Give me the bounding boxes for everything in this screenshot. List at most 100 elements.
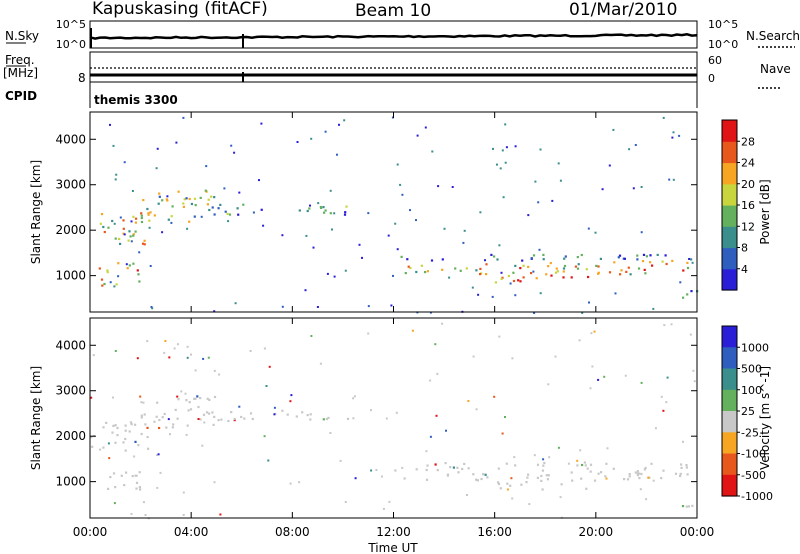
data-cell — [249, 412, 253, 415]
data-cell — [522, 276, 525, 279]
data-cell — [545, 474, 548, 477]
colorbar-tick-label: 1000 — [741, 341, 769, 354]
data-cell — [664, 254, 667, 257]
data-cell — [204, 189, 207, 192]
data-cell — [102, 225, 105, 229]
data-cell — [542, 253, 545, 256]
scatter-cell — [185, 433, 188, 436]
scatter-cell — [146, 340, 149, 343]
scatter-cell — [155, 167, 158, 170]
data-cell — [327, 416, 330, 419]
data-cell — [99, 222, 102, 225]
scatter-cell — [511, 357, 514, 360]
scatter-cell — [148, 226, 151, 229]
scatter-cell — [539, 292, 542, 295]
colorbar-swatch — [722, 389, 737, 412]
data-cell — [187, 409, 190, 412]
scatter-cell — [514, 145, 517, 148]
data-cell — [107, 226, 110, 229]
scatter-cell — [131, 190, 134, 192]
data-cell — [202, 413, 206, 416]
data-cell — [641, 260, 645, 263]
data-cell — [149, 211, 152, 214]
data-cell — [465, 267, 468, 270]
data-cell — [645, 255, 648, 258]
scatter-cell — [634, 144, 637, 146]
data-cell — [415, 468, 418, 471]
data-cell — [547, 265, 550, 268]
scatter-cell — [184, 392, 187, 395]
scatter-cell — [498, 244, 501, 247]
scatter-cell — [316, 306, 319, 308]
data-cell — [102, 446, 105, 449]
data-cell — [480, 477, 483, 481]
data-cell — [132, 215, 135, 218]
scatter-cell — [666, 376, 669, 379]
data-cell — [182, 205, 185, 208]
data-cell — [593, 479, 597, 482]
data-cell — [143, 413, 146, 416]
scatter-cell — [445, 429, 447, 432]
scatter-cell — [614, 292, 617, 295]
data-cell — [128, 430, 131, 433]
scatter-cell — [429, 311, 432, 314]
data-cell — [171, 205, 174, 208]
data-cell — [679, 474, 682, 478]
data-cell — [644, 466, 647, 470]
scatter-cell — [559, 496, 562, 499]
colorbar-tick-label: -25 — [741, 426, 759, 439]
scatter-cell — [156, 147, 159, 150]
data-cell — [134, 423, 137, 426]
data-cell — [520, 483, 523, 486]
power-ylabel: Slant Range [km] — [29, 160, 43, 264]
scatter-cell — [434, 343, 437, 346]
scatter-cell — [333, 212, 336, 215]
data-cell — [479, 267, 482, 270]
data-cell — [260, 208, 263, 211]
data-cell — [426, 464, 429, 467]
data-cell — [638, 472, 641, 475]
scatter-cell — [265, 385, 268, 387]
data-cell — [626, 478, 630, 481]
scatter-cell — [624, 374, 627, 377]
scatter-cell — [136, 357, 139, 360]
data-cell — [589, 470, 592, 473]
data-cell — [555, 267, 558, 270]
scatter-cell — [92, 354, 95, 357]
scatter-cell — [358, 243, 361, 246]
data-cell — [167, 218, 170, 221]
scatter-cell — [164, 340, 167, 342]
data-cell — [194, 204, 197, 207]
data-cell — [117, 262, 120, 265]
scatter-cell — [142, 501, 145, 504]
scatter-cell — [123, 233, 126, 236]
data-cell — [651, 264, 654, 267]
scatter-cell — [399, 183, 402, 186]
data-cell — [182, 202, 185, 205]
data-cell — [608, 271, 612, 274]
scatter-cell — [267, 459, 270, 462]
data-cell — [486, 476, 489, 479]
colorbar-swatch — [722, 120, 737, 142]
scatter-cell — [451, 186, 454, 188]
scatter-cell — [605, 477, 608, 480]
scatter-cell — [156, 454, 159, 456]
scatter-cell — [601, 188, 604, 191]
data-cell — [542, 464, 545, 467]
scatter-cell — [367, 305, 370, 308]
scatter-cell — [326, 272, 329, 275]
scatter-cell — [628, 148, 631, 151]
scatter-cell — [258, 179, 260, 182]
data-cell — [219, 203, 222, 206]
xtick-label: 12:00 — [376, 525, 411, 539]
colorbar-tick-label: 28 — [741, 135, 755, 148]
data-cell — [467, 467, 470, 470]
data-cell — [490, 253, 493, 256]
colorbar-swatch — [722, 226, 737, 249]
scatter-cell — [547, 383, 550, 386]
data-cell — [114, 237, 117, 240]
colorbar-tick-label: -100 — [741, 448, 766, 461]
data-cell — [176, 417, 179, 420]
data-cell — [134, 440, 137, 443]
data-cell — [617, 256, 620, 259]
